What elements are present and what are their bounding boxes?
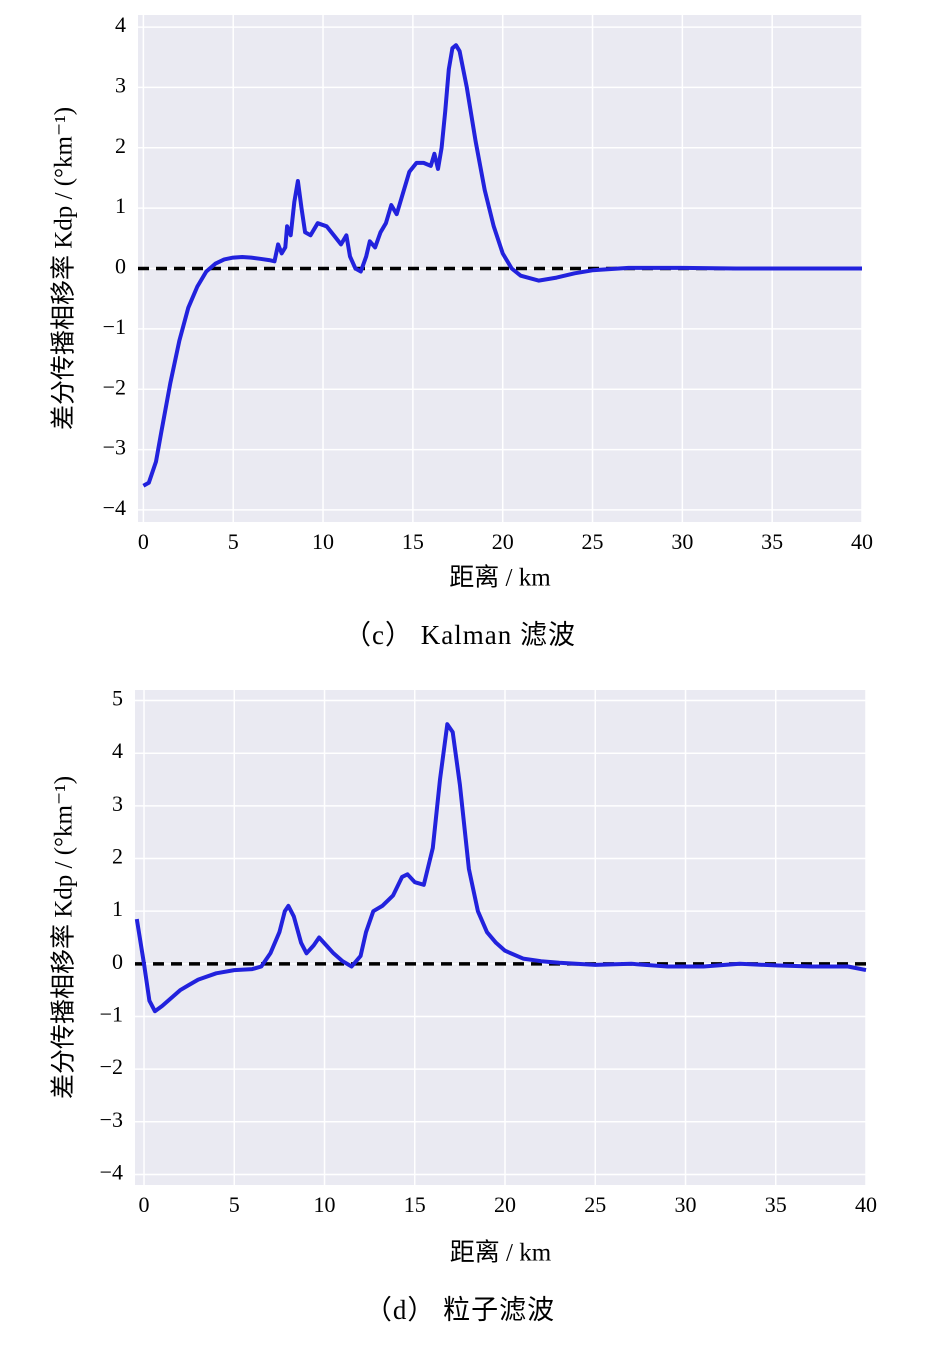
y-tick-label: −3: [100, 1107, 123, 1132]
x-tick-label: 10: [312, 529, 334, 554]
y-tick-label: 3: [112, 791, 123, 816]
plot-area: [135, 690, 866, 1185]
x-tick-label: 30: [671, 529, 693, 554]
y-tick-label: −2: [103, 374, 126, 399]
x-tick-label: 5: [229, 1192, 240, 1217]
x-tick-label: 10: [314, 1192, 336, 1217]
x-tick-label: 25: [584, 1192, 606, 1217]
data-line: [142, 43, 862, 488]
y-tick-label: −4: [103, 495, 126, 520]
y-axis-title: 差分传播相移率 Kdp / (°km⁻¹): [50, 107, 78, 430]
y-tick-label: −1: [100, 1002, 123, 1027]
y-tick-label: 3: [115, 72, 126, 97]
x-tick-label: 5: [228, 529, 239, 554]
data-line: [134, 722, 867, 1014]
x-tick-label: 35: [761, 529, 783, 554]
y-tick-label: 0: [112, 949, 123, 974]
y-tick-label: 0: [115, 254, 126, 279]
x-axis-title: 距离 / km: [450, 1239, 552, 1267]
caption: （d） 粒子滤波: [365, 1295, 555, 1325]
y-tick-label: −4: [100, 1160, 123, 1185]
x-tick-label: 15: [402, 529, 424, 554]
x-tick-label: 40: [851, 529, 873, 554]
caption: （c） Kalman 滤波: [344, 620, 576, 650]
y-tick-label: 2: [112, 844, 123, 869]
x-tick-label: 25: [582, 529, 604, 554]
x-tick-label: 40: [855, 1192, 877, 1217]
x-tick-label: 30: [675, 1192, 697, 1217]
x-tick-label: 20: [494, 1192, 516, 1217]
y-tick-label: 4: [112, 738, 123, 763]
x-axis-title: 距离 / km: [449, 564, 551, 592]
y-tick-label: 4: [115, 12, 126, 37]
y-tick-label: 2: [115, 133, 126, 158]
y-tick-label: −3: [103, 435, 126, 460]
y-tick-label: 5: [112, 686, 123, 711]
y-tick-label: −2: [100, 1054, 123, 1079]
x-tick-label: 35: [765, 1192, 787, 1217]
y-tick-label: −1: [103, 314, 126, 339]
y-tick-label: 1: [112, 896, 123, 921]
x-tick-label: 0: [138, 529, 149, 554]
x-tick-label: 15: [404, 1192, 426, 1217]
y-tick-label: 1: [115, 193, 126, 218]
y-axis-title: 差分传播相移率 Kdp / (°km⁻¹): [50, 776, 78, 1099]
x-tick-label: 20: [492, 529, 514, 554]
chart: −4 −3 −2 −1 0 1 2 3 4 5 0 5 10 15 20 25 30 35 40 距离 / km 差分传…: [50, 686, 877, 1326]
x-tick-label: 0: [139, 1192, 150, 1217]
